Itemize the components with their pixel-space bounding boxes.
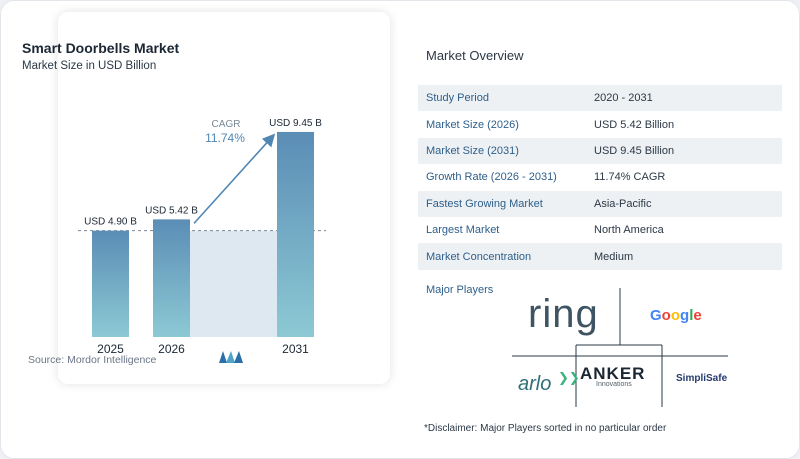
overview-row-label: Market Concentration	[418, 243, 586, 270]
cagr-label: CAGR	[212, 119, 241, 130]
source-note: Source: Mordor Intelligence	[28, 354, 157, 366]
x-tick-label-2026: 2026	[158, 342, 185, 356]
simplisafe-logo: SimpliSafe	[676, 373, 728, 384]
anker-logo-subtext: Innovations	[596, 381, 632, 388]
mordor-logo-icon	[219, 351, 243, 363]
bar-2031	[277, 131, 314, 337]
chart-title: Smart Doorbells Market	[22, 40, 180, 56]
overview-row-value: Medium	[586, 243, 782, 270]
cagr-arrow	[193, 133, 276, 224]
overview-row-value: North America	[594, 224, 664, 237]
anker-logo: ANKER	[580, 364, 646, 383]
arlo-logo: arlo	[518, 373, 552, 395]
players-title: Major Players	[426, 284, 494, 296]
arlo-chevron-icon: ❯❯	[558, 370, 580, 385]
overview-row-value: USD 9.45 Billion	[586, 137, 782, 165]
x-tick-label-2025: 2025	[97, 342, 124, 356]
overview-row-value: 2020 - 2031	[586, 85, 782, 112]
growth-shade-area	[190, 230, 277, 337]
overview-row-label: Market Size (2026)	[426, 118, 519, 131]
overview-row-value: USD 5.42 Billion	[594, 118, 675, 131]
overview-row: Market Concentration Medium	[418, 243, 782, 270]
overview-row: Market Size (2031) USD 9.45 Billion	[418, 137, 782, 165]
bar-2025	[92, 230, 129, 337]
chart-subtitle: Market Size in USD Billion	[22, 60, 157, 72]
overview-row-label: Largest Market	[426, 224, 500, 237]
overview-title: Market Overview	[426, 48, 524, 63]
overview-row: Study Period 2020 - 2031	[418, 85, 782, 112]
overview-row-label: Fastest Growing Market	[418, 190, 586, 217]
overview-row: Growth Rate (2026 - 2031) 11.74% CAGR	[418, 164, 782, 190]
data-label-2025: USD 4.90 B	[84, 217, 137, 228]
data-label-2026: USD 5.42 B	[145, 205, 198, 216]
cagr-value: 11.74%	[205, 131, 245, 145]
ring-logo: ring	[528, 292, 599, 336]
disclaimer: *Disclaimer: Major Players sorted in no …	[424, 423, 667, 434]
overview-row: Largest Market North America	[418, 217, 782, 243]
overview-row-label: Growth Rate (2026 - 2031)	[426, 171, 557, 184]
google-logo: Google	[650, 307, 702, 324]
overview-row-value: 11.74% CAGR	[594, 171, 666, 184]
overview-row: Fastest Growing Market Asia-Pacific	[418, 190, 782, 217]
overview-row: Market Size (2026) USD 5.42 Billion	[418, 111, 782, 137]
overview-row-value: Asia-Pacific	[586, 190, 782, 217]
overview-row-label: Market Size (2031)	[418, 137, 586, 165]
overview-table: Study Period 2020 - 2031 Market Size (2026…	[418, 85, 782, 270]
data-label-2031: USD 9.45 B	[269, 118, 322, 129]
x-tick-label-2031: 2031	[282, 342, 309, 356]
overview-row-label: Study Period	[418, 85, 586, 112]
bar-2026	[153, 219, 190, 337]
